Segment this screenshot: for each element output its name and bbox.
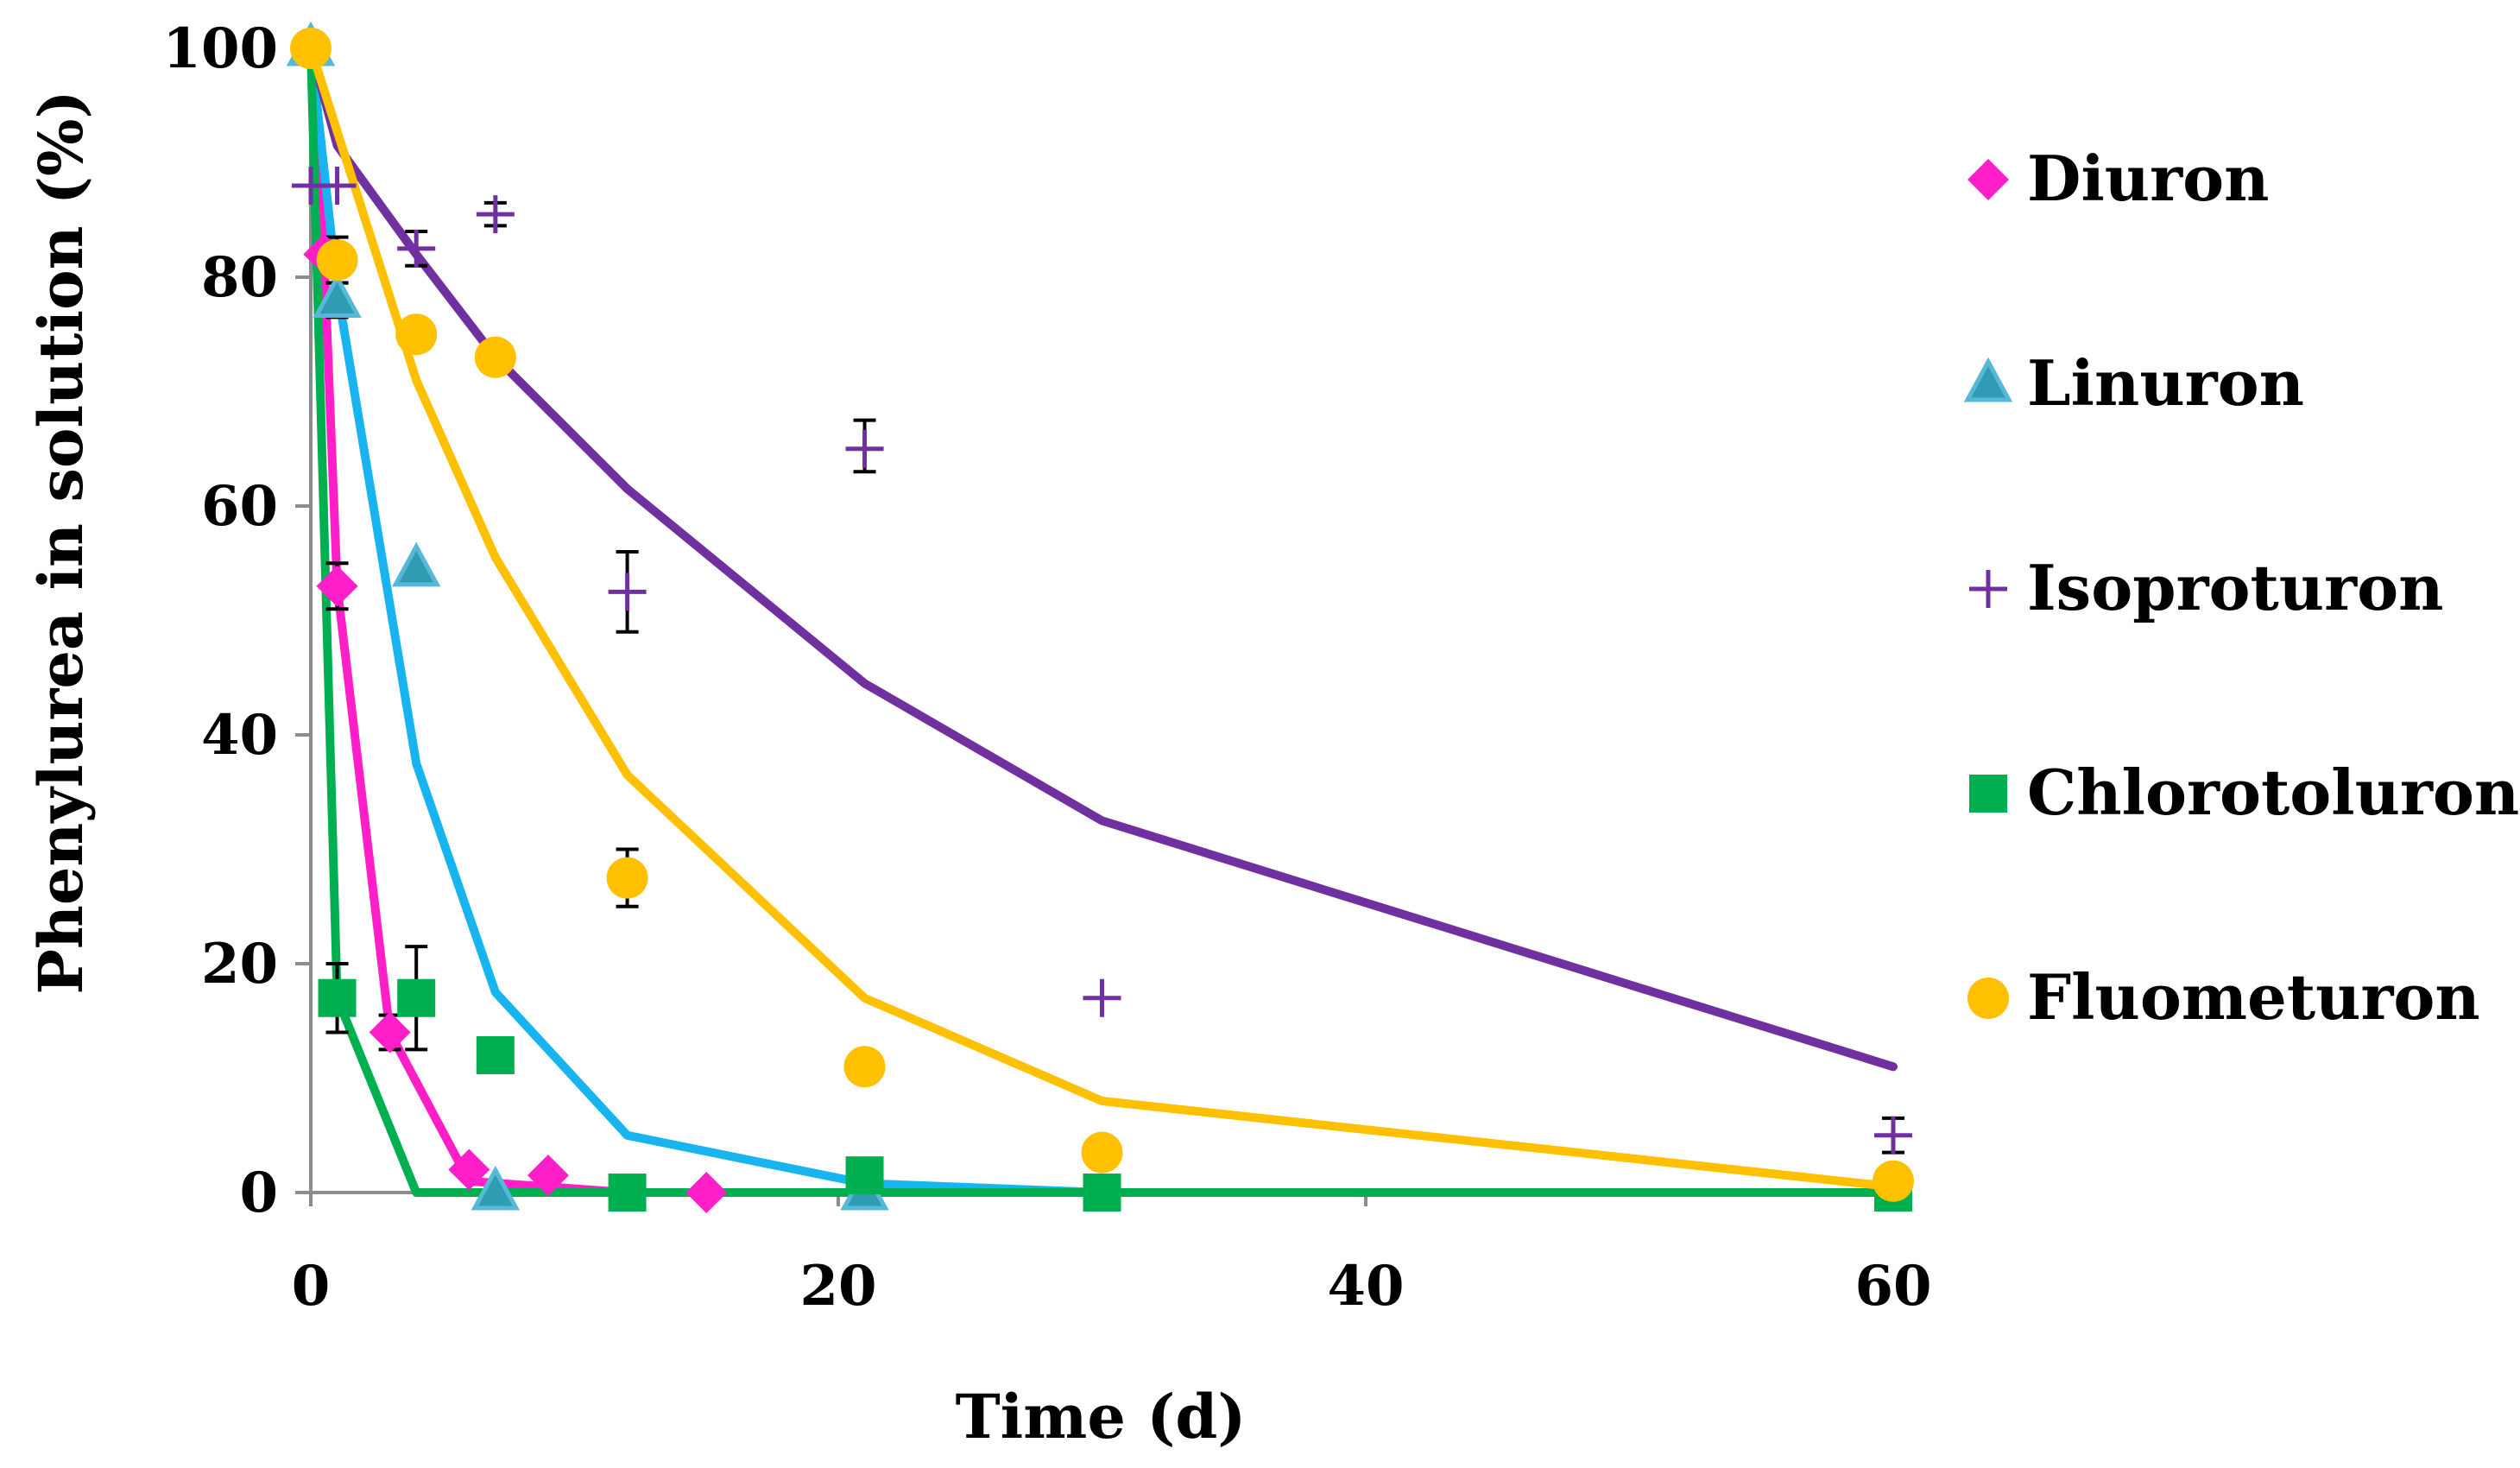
data-point-fluometuron bbox=[606, 857, 648, 899]
legend-marker-chlorotoluron bbox=[1969, 775, 2007, 813]
y-tick-label: 0 bbox=[239, 1161, 278, 1225]
data-point-fluometuron bbox=[290, 28, 332, 69]
data-point-chlorotoluron bbox=[608, 1174, 647, 1212]
data-point-isoproturon bbox=[608, 573, 647, 611]
data-point-fluometuron bbox=[474, 336, 516, 378]
legend-label: Fluometuron bbox=[2027, 960, 2480, 1034]
data-point-linuron bbox=[313, 273, 362, 318]
data-point-isoproturon bbox=[397, 229, 436, 268]
data-point-diuron bbox=[316, 565, 358, 607]
y-tick-label: 60 bbox=[201, 474, 278, 539]
data-point-isoproturon bbox=[1083, 978, 1121, 1017]
data-point-fluometuron bbox=[1081, 1131, 1123, 1174]
model-line-diuron bbox=[306, 44, 1898, 1197]
data-point-chlorotoluron bbox=[845, 1156, 884, 1195]
legend-item-chlorotoluron: Chlorotoluron bbox=[1969, 756, 2519, 829]
y-tick-label: 20 bbox=[201, 932, 278, 997]
legend-item-linuron: Linuron bbox=[1963, 346, 2304, 420]
data-point-fluometuron bbox=[395, 313, 438, 356]
data-point-linuron bbox=[391, 541, 441, 587]
model-line-fluometuron bbox=[306, 44, 1898, 1192]
y-tick-label: 80 bbox=[201, 245, 278, 310]
y-tick-label: 40 bbox=[201, 703, 278, 768]
data-point-diuron bbox=[685, 1172, 728, 1213]
legend-marker-isoproturon bbox=[1969, 570, 2007, 608]
data-point-isoproturon bbox=[1874, 1116, 1912, 1155]
legend-marker-fluometuron bbox=[1967, 978, 2009, 1019]
data-point-diuron bbox=[369, 1011, 411, 1054]
legend-item-diuron: Diuron bbox=[1967, 142, 2269, 215]
data-point-chlorotoluron bbox=[1083, 1174, 1121, 1212]
x-tick-label: 20 bbox=[799, 1254, 876, 1319]
y-axis-title: Phenylurea in solution (%) bbox=[25, 90, 97, 994]
data-point-fluometuron bbox=[316, 239, 358, 282]
legend: Diuron Linuron Isoproturon Chlorotoluron Flu… bbox=[1963, 142, 2519, 1034]
legend-label: Isoproturon bbox=[2027, 551, 2443, 624]
model-lines-layer bbox=[306, 44, 1898, 1197]
y-tick-label: 100 bbox=[162, 16, 278, 81]
legend-marker-diuron bbox=[1967, 159, 2009, 200]
model-line-linuron bbox=[306, 44, 1898, 1197]
data-point-chlorotoluron bbox=[397, 978, 436, 1017]
data-point-fluometuron bbox=[1873, 1160, 1914, 1202]
data-point-diuron bbox=[448, 1148, 490, 1191]
data-point-fluometuron bbox=[843, 1046, 886, 1088]
legend-label: Diuron bbox=[2027, 142, 2269, 215]
legend-marker-linuron bbox=[1963, 357, 2013, 402]
error-bars-layer bbox=[325, 200, 1904, 1155]
model-line-isoproturon bbox=[306, 44, 1898, 1072]
x-tick-label: 0 bbox=[292, 1254, 331, 1319]
data-point-chlorotoluron bbox=[318, 978, 357, 1017]
data-point-isoproturon bbox=[318, 167, 357, 205]
x-axis-title: Time (d) bbox=[956, 1381, 1247, 1452]
legend-item-fluometuron: Fluometuron bbox=[1967, 960, 2480, 1034]
tick-labels-layer: 0 20 40 60 80 100 0 20 40 60 bbox=[162, 16, 1931, 1319]
x-tick-label: 60 bbox=[1854, 1254, 1931, 1319]
data-point-isoproturon bbox=[845, 429, 884, 468]
data-point-isoproturon bbox=[476, 195, 515, 234]
points-layer bbox=[286, 21, 1914, 1213]
legend-item-isoproturon: Isoproturon bbox=[1969, 551, 2443, 624]
legend-label: Chlorotoluron bbox=[2027, 756, 2519, 829]
data-point-diuron bbox=[527, 1155, 569, 1197]
x-tick-label: 40 bbox=[1327, 1254, 1404, 1319]
data-point-linuron bbox=[471, 1165, 521, 1211]
legend-label: Linuron bbox=[2027, 346, 2304, 420]
data-point-chlorotoluron bbox=[476, 1036, 515, 1074]
model-line-chlorotoluron bbox=[306, 44, 1898, 1197]
